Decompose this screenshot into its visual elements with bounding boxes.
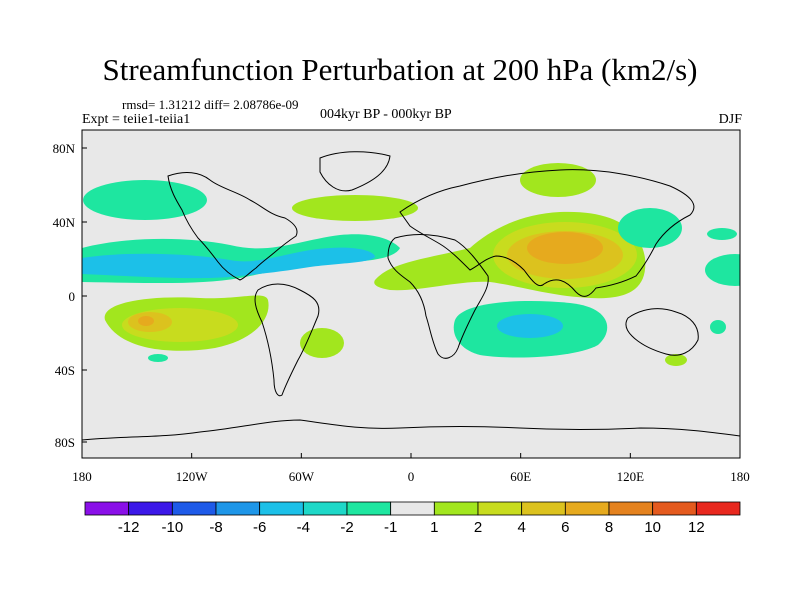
coast-africa [387, 233, 489, 359]
colorbar-label: -1 [384, 519, 397, 536]
lon-tick-label: 120W [176, 469, 209, 484]
season-label: DJF [718, 112, 742, 127]
colorbar-label: -10 [161, 519, 183, 536]
anomaly-north-atlantic-negative [292, 195, 418, 221]
colorbar-swatch [259, 501, 304, 516]
lon-tick-label: 60W [289, 469, 315, 484]
map-background [82, 130, 740, 458]
latitude-axis: 80N 40N 0 40S 80S [53, 141, 87, 450]
lon-tick-label: 0 [408, 469, 415, 484]
colorbar-swatch [652, 501, 697, 516]
anomaly-tropical-band-inner [82, 247, 375, 279]
anomaly-australia-positive [665, 354, 687, 366]
lat-tick-label: 40S [55, 363, 75, 378]
longitude-axis: 180 120W 60W 0 60E 120E 180 [72, 453, 750, 484]
colorbar-label: 10 [644, 519, 661, 536]
lat-tick-label: 80N [53, 141, 76, 156]
colorbar-swatch [564, 501, 610, 516]
colorbar-swatch [346, 501, 392, 516]
anomaly-siberia-positive [520, 163, 596, 197]
anomaly-indian-ocean-negative-core [497, 314, 563, 338]
experiment-label: Expt = teiie1-teiia1 [82, 112, 191, 127]
anomaly-north-pacific-negative [83, 180, 207, 220]
colorbar-label: -8 [209, 519, 222, 536]
colorbar-swatch [695, 501, 741, 516]
lon-tick-label: 60E [510, 469, 531, 484]
colorbar-label: -2 [340, 519, 353, 536]
colorbar-label: 2 [474, 519, 482, 536]
anomaly-west-pacific-negative [705, 254, 740, 286]
coast-north-america [167, 172, 298, 281]
colorbar-swatch [215, 501, 261, 516]
coast-greenland [319, 151, 391, 192]
colorbar-swatch [128, 501, 173, 516]
coast-australia [625, 308, 699, 356]
coastlines [82, 151, 740, 441]
colorbar-swatch [433, 501, 479, 516]
colorbar-label: 8 [605, 519, 613, 536]
colorbar-label: 4 [517, 519, 525, 536]
lon-tick-label: 180 [730, 469, 750, 484]
colorbar-swatch [84, 501, 130, 516]
colorbar-swatch [390, 501, 435, 516]
anomaly-field [82, 163, 740, 366]
coast-south-america [254, 283, 320, 397]
colorbar-label: -12 [118, 519, 140, 536]
lon-tick-label: 120E [617, 469, 645, 484]
anomaly-far-east-negative [707, 228, 737, 240]
lat-tick-label: 40N [53, 215, 76, 230]
anomaly-asia-positive-peak [527, 232, 603, 264]
lat-tick-label: 80S [55, 435, 75, 450]
colorbar-swatch [302, 501, 348, 516]
colorbar-swatch [608, 501, 654, 516]
lon-tick-label: 180 [72, 469, 92, 484]
anomaly-east-australia-negative [710, 320, 726, 334]
colorbar-label: 1 [430, 519, 438, 536]
colorbar-swatch [171, 501, 217, 516]
colorbar: -12 -10 -8 -6 -4 -2 -1 1 2 4 6 8 10 12 [84, 501, 741, 536]
colorbar-label: 6 [561, 519, 569, 536]
lat-tick-label: 0 [69, 289, 76, 304]
colorbar-swatch [521, 501, 566, 516]
period-label: 004kyr BP - 000kyr BP [320, 107, 452, 122]
colorbar-label: -4 [297, 519, 310, 536]
anomaly-south-pacific-positive-peak [138, 316, 154, 326]
colorbar-swatch [477, 501, 523, 516]
coast-antarctica [82, 419, 740, 441]
coast-eurasia [399, 169, 695, 297]
colorbar-label: 12 [688, 519, 705, 536]
chart-title: Streamfunction Perturbation at 200 hPa (… [102, 52, 698, 87]
anomaly-japan-negative [618, 208, 682, 248]
colorbar-label: -6 [253, 519, 266, 536]
statistics-text: rmsd= 1.31212 diff= 2.08786e-09 [122, 97, 299, 112]
anomaly-small-south-pacific [148, 354, 168, 362]
anomaly-south-america-positive [300, 328, 344, 358]
